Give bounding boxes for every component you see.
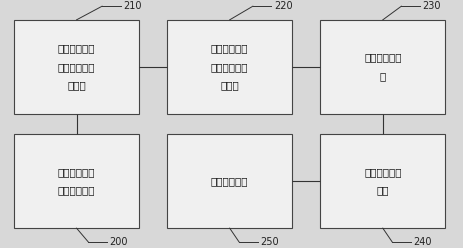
Bar	[14, 20, 139, 114]
Bar	[319, 20, 444, 114]
Text: 240: 240	[412, 237, 431, 247]
Text: 模块: 模块	[376, 185, 388, 195]
Text: 功能设置模块: 功能设置模块	[58, 185, 95, 195]
Text: 210: 210	[123, 1, 141, 11]
Bar	[167, 20, 292, 114]
Text: 块: 块	[379, 71, 385, 81]
Text: 储模块: 储模块	[220, 81, 238, 91]
Text: 230: 230	[421, 1, 440, 11]
Text: 获取与判断模: 获取与判断模	[363, 53, 400, 63]
Bar	[167, 134, 292, 228]
Text: 运动画面刷新: 运动画面刷新	[58, 43, 95, 53]
Text: 运动模式识别: 运动模式识别	[363, 167, 400, 177]
Text: 运动补偿模块: 运动补偿模块	[211, 176, 248, 186]
Text: 周期门限值存: 周期门限值存	[211, 62, 248, 72]
Text: 周期门限值设: 周期门限值设	[58, 62, 95, 72]
Text: 200: 200	[109, 237, 127, 247]
Text: 250: 250	[259, 237, 278, 247]
Text: 定模块: 定模块	[67, 81, 86, 91]
Text: 运动图像补偿: 运动图像补偿	[58, 167, 95, 177]
Text: 220: 220	[273, 1, 292, 11]
Text: 运动画面刷新: 运动画面刷新	[211, 43, 248, 53]
Bar	[14, 134, 139, 228]
Bar	[319, 134, 444, 228]
